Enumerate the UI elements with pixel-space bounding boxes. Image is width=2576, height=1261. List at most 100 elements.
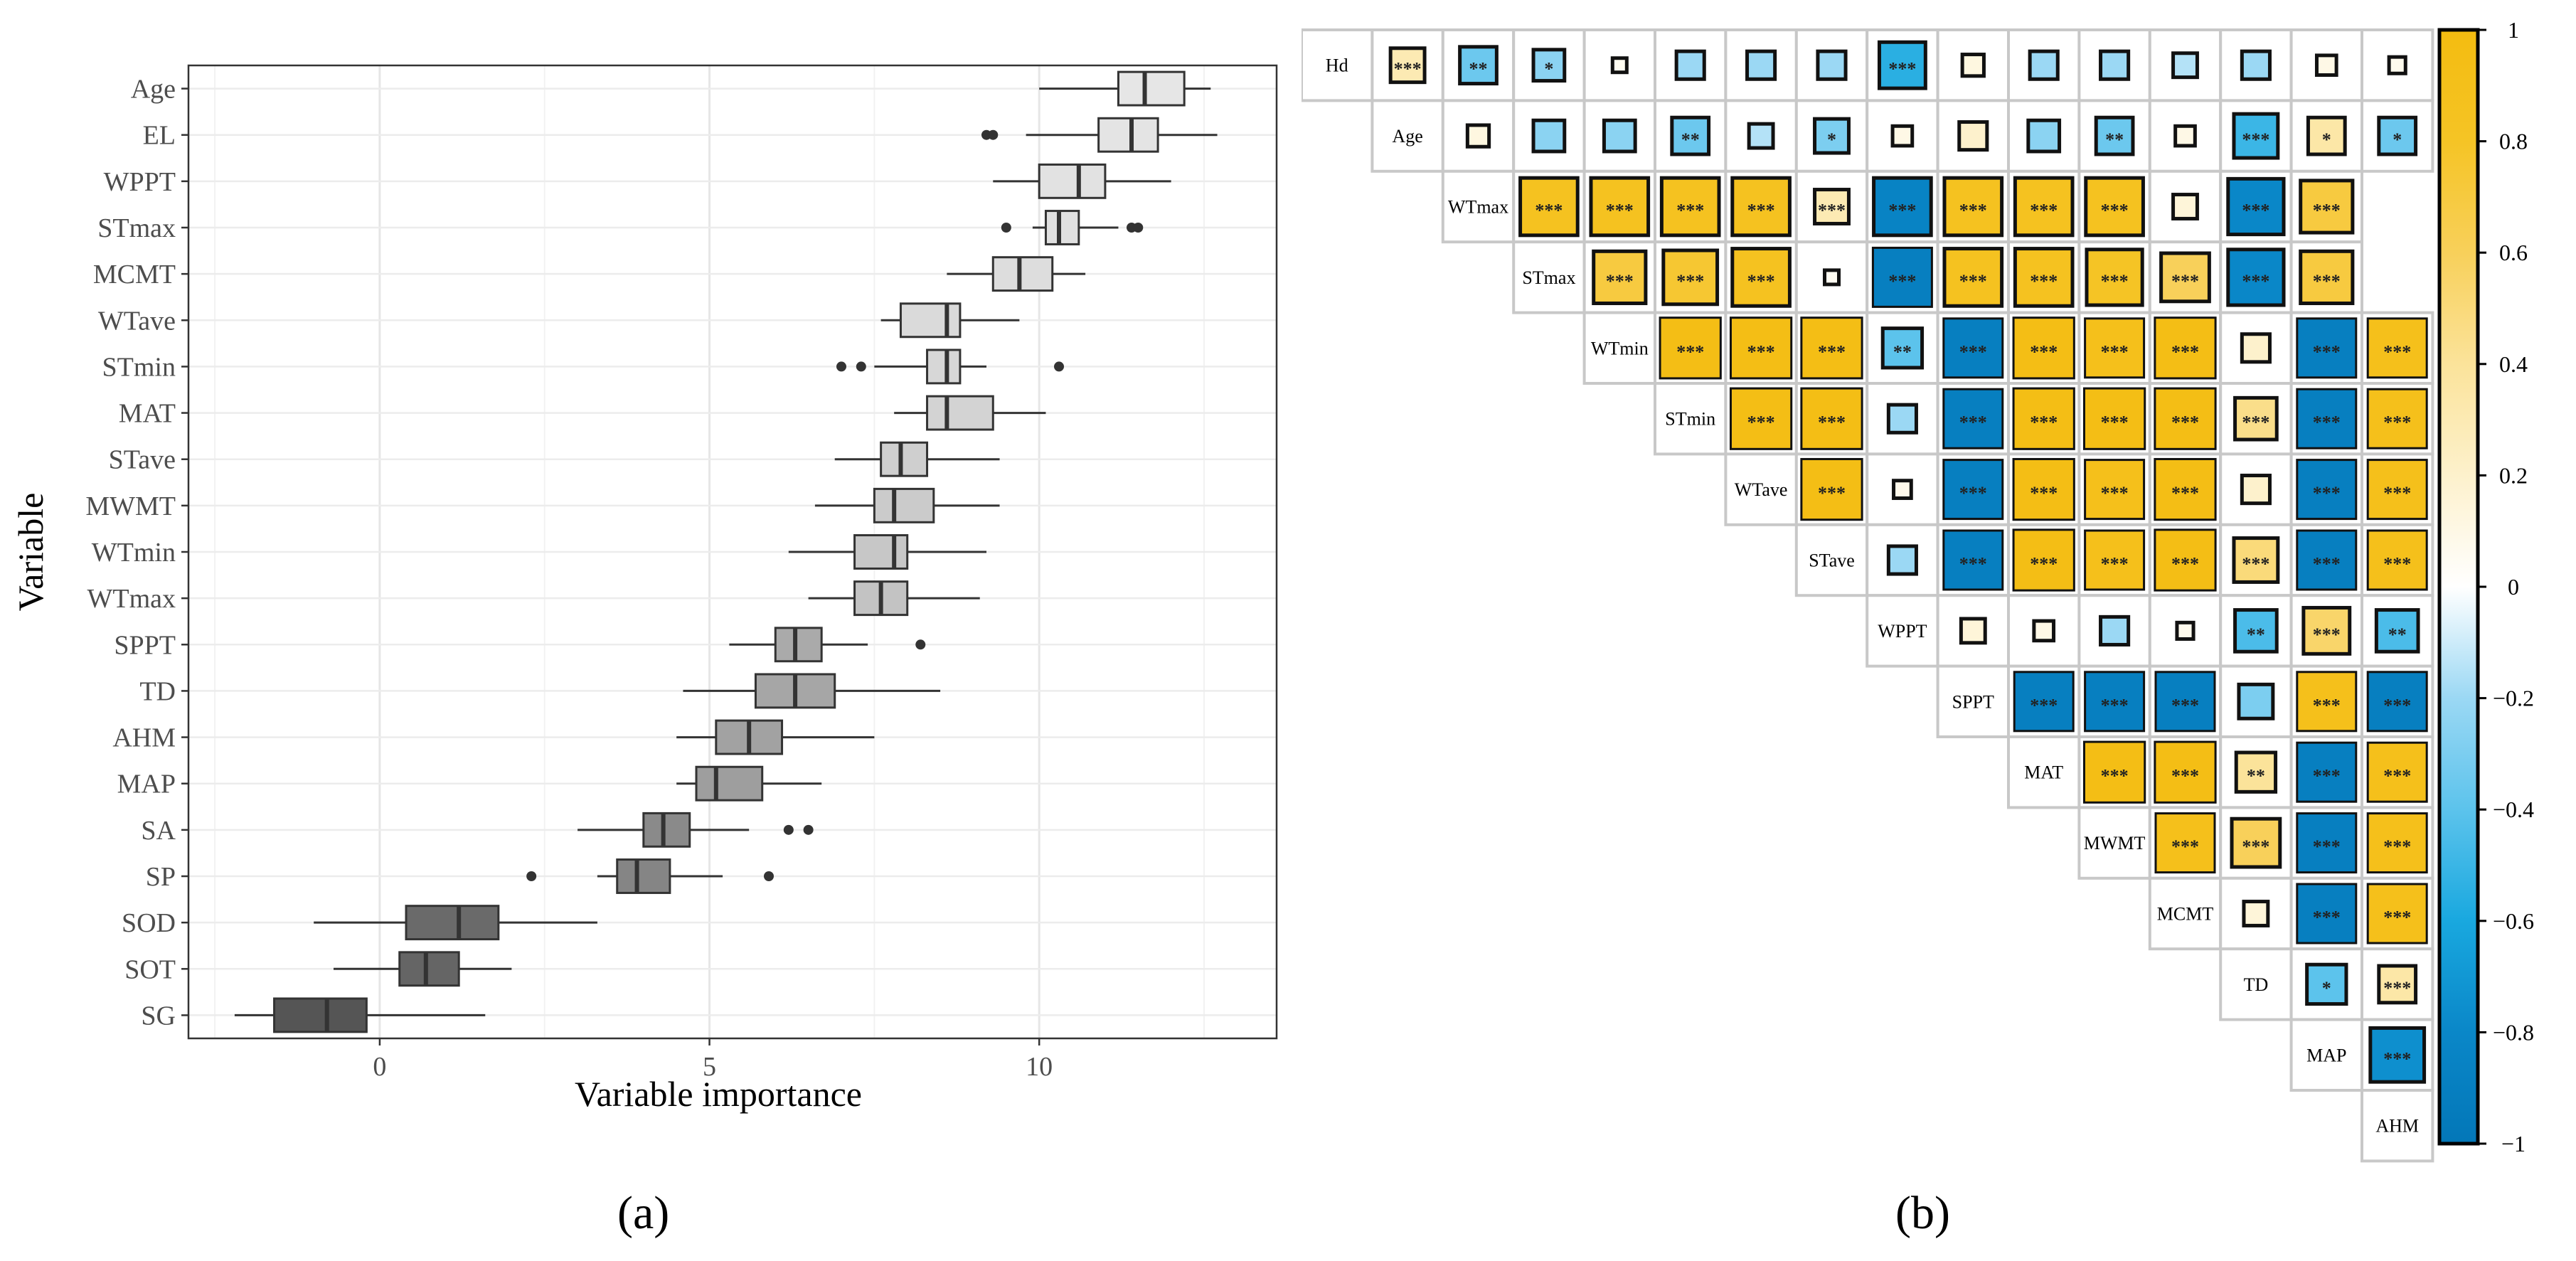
significance-label: ***: [2313, 413, 2341, 433]
y-tick-label: Age: [131, 75, 176, 105]
y-tick-label: WTmin: [92, 538, 176, 568]
correlation-square: [2154, 387, 2217, 450]
correlation-square: [1589, 176, 1651, 238]
correlation-square: [2366, 671, 2428, 733]
significance-label: ***: [2171, 554, 2199, 575]
box-WTmax: [808, 580, 980, 617]
correlation-square: [1659, 316, 1722, 380]
variable-label-WTmin: WTmin: [1591, 338, 1649, 358]
box-STmin: [836, 348, 1064, 385]
correlation-square: [1388, 46, 1427, 85]
y-tick-label: WTmax: [87, 584, 176, 614]
box-SA: [578, 812, 814, 848]
significance-label: ***: [1606, 271, 1634, 292]
significance-label: ***: [2171, 341, 2199, 362]
correlation-square: [1886, 403, 1918, 435]
box-WPPT: [993, 163, 1171, 199]
significance-label: ***: [2242, 129, 2269, 150]
correlation-square: [2084, 671, 2146, 733]
y-tick-label: MWMT: [85, 491, 176, 521]
boxplot-chart: Age EL WPPT STmax MCMT WTave STmin MAT STave MWMT…: [11, 64, 1278, 1114]
box-TD: [683, 673, 941, 709]
significance-label: ***: [1818, 201, 1846, 221]
correlation-square: [2154, 671, 2216, 733]
correlation-square: [1610, 56, 1629, 75]
outlier-point: [1133, 223, 1144, 233]
colorbar-tick-label: 0.2: [2499, 462, 2528, 488]
outlier-point: [988, 129, 999, 140]
correlation-square: [2226, 176, 2286, 237]
diagonal-label-cell: [1300, 28, 1374, 102]
significance-label: ***: [2030, 201, 2058, 221]
significance-label: ***: [1747, 341, 1775, 362]
box-SOD: [314, 905, 597, 941]
colorbar-tick-label: 0.8: [2499, 129, 2528, 154]
colorbar-tick-label: −0.8: [2493, 1019, 2534, 1045]
box-iqr: [695, 765, 764, 802]
variable-label-Age: Age: [1392, 126, 1422, 147]
correlation-square: [1518, 176, 1580, 238]
correlation-square: [2175, 620, 2196, 641]
correlation-square: [2232, 536, 2280, 584]
correlation-square: [2296, 317, 2358, 379]
box-iqr: [1044, 210, 1080, 245]
box-iqr: [398, 951, 460, 987]
significance-label: ***: [2383, 836, 2411, 857]
correlation-square: [1729, 387, 1793, 450]
correlation-square: [1458, 45, 1499, 86]
significance-label: ***: [1747, 201, 1775, 221]
box-WTmin: [788, 534, 986, 570]
significance-label: ***: [2383, 908, 2411, 928]
correlation-square: [1800, 316, 1863, 380]
significance-label: *: [2322, 978, 2331, 999]
correlation-square: [1670, 115, 1711, 156]
correlation-square: [1531, 118, 1567, 154]
variable-label-MAT: MAT: [2024, 762, 2063, 783]
significance-label: ***: [1747, 413, 1775, 433]
y-tick-label: TD: [139, 676, 176, 706]
correlation-square: [2305, 962, 2348, 1006]
significance-label: ***: [2313, 201, 2341, 221]
correlation-square: [2366, 317, 2428, 379]
significance-label: ***: [1959, 341, 1987, 362]
variable-label-MCMT: MCMT: [2157, 904, 2214, 925]
significance-label: ***: [2030, 413, 2058, 433]
significance-label: ***: [1606, 201, 1634, 221]
diagonal-label-cell: [1724, 452, 1798, 526]
correlation-square: [2012, 316, 2075, 380]
y-tick-label: SPPT: [114, 630, 176, 660]
correlation-square: [1942, 459, 2004, 521]
diagonal-label-cell: [2077, 806, 2151, 880]
correlation-square: [1871, 246, 1933, 308]
variable-label-AHM: AHM: [2375, 1116, 2419, 1137]
correlation-square: [2094, 115, 2135, 156]
correlation-square: [1745, 49, 1777, 81]
diagonal-label-cell: [1936, 664, 2010, 738]
significance-label: ***: [1818, 341, 1846, 362]
box-STmax: [1001, 210, 1144, 245]
correlation-square: [1813, 117, 1851, 155]
correlation-square: [2026, 118, 2062, 154]
significance-label: ***: [1959, 483, 1987, 504]
box-iqr: [853, 534, 909, 570]
correlation-square: [2366, 883, 2428, 945]
significance-label: **: [2247, 624, 2265, 645]
y-tick-label: AHM: [112, 723, 176, 753]
significance-label: ***: [1676, 201, 1704, 221]
significance-label: ***: [1818, 483, 1846, 504]
diagonal-label-cell: [2289, 1018, 2363, 1092]
outlier-point: [764, 871, 774, 881]
correlation-heatmap: Hd *** ** * ***Age ** * ** *** * *WTmax *** *** *** **…: [1300, 17, 2534, 1163]
x-tick-label: 5: [703, 1052, 716, 1082]
y-tick-label: MAT: [119, 399, 176, 429]
significance-label: ***: [1394, 59, 1422, 80]
box-iqr: [873, 487, 935, 523]
y-tick-label: MCMT: [93, 260, 176, 289]
correlation-square: [2306, 115, 2347, 156]
box-AHM: [676, 719, 875, 755]
significance-label: ***: [2383, 413, 2411, 433]
colorbar-tick-label: −0.4: [2493, 797, 2534, 822]
correlation-square: [2234, 750, 2278, 794]
variable-label-MAP: MAP: [2306, 1045, 2346, 1065]
correlation-square: [2159, 251, 2211, 304]
